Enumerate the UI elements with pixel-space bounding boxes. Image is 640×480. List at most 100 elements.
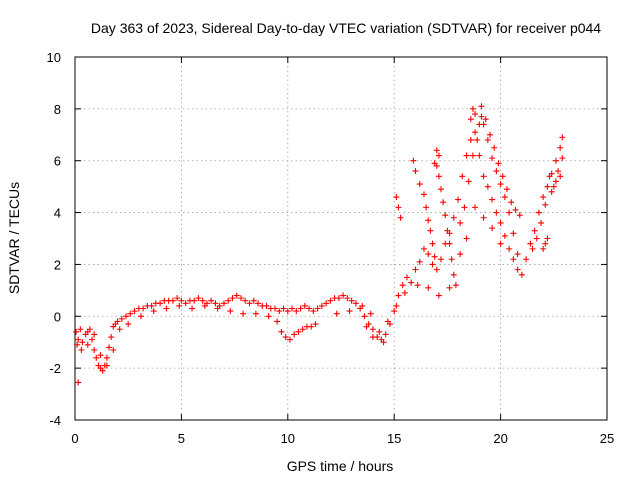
data-point <box>359 302 366 309</box>
data-point <box>384 318 391 325</box>
data-point <box>75 336 82 343</box>
data-point <box>442 212 449 219</box>
data-point <box>478 113 485 120</box>
data-point <box>79 339 86 346</box>
data-point <box>314 305 321 312</box>
data-point <box>229 295 236 302</box>
data-point <box>510 230 517 237</box>
data-point <box>503 186 510 193</box>
data-point <box>506 209 513 216</box>
x-tick-label: 0 <box>71 431 78 446</box>
grid <box>75 57 607 420</box>
data-point <box>201 302 208 309</box>
data-point <box>293 308 300 315</box>
data-point <box>412 168 419 175</box>
data-point <box>452 282 459 289</box>
data-point <box>323 300 330 307</box>
data-point <box>346 308 353 315</box>
data-point <box>118 315 125 322</box>
data-point <box>284 308 291 315</box>
data-point <box>493 168 500 175</box>
data-point <box>555 168 562 175</box>
data-point <box>425 284 432 291</box>
y-tick-label: 4 <box>54 206 61 221</box>
data-point <box>291 331 298 338</box>
data-point <box>550 183 557 190</box>
data-point <box>557 144 564 151</box>
data-point <box>131 308 138 315</box>
data-point <box>97 352 104 359</box>
data-point <box>110 346 117 353</box>
data-point <box>546 173 553 180</box>
data-point <box>199 297 206 304</box>
data-point <box>514 251 521 258</box>
x-tick-labels: 0 5 10 15 20 25 <box>71 431 614 446</box>
data-point <box>310 308 317 315</box>
data-point <box>552 157 559 164</box>
data-point <box>501 232 508 239</box>
y-tick-labels: -4 -2 0 2 4 6 8 10 <box>47 50 61 428</box>
data-point <box>301 302 308 309</box>
data-point <box>114 318 121 325</box>
data-point <box>542 240 549 247</box>
data-point <box>306 305 313 312</box>
data-point <box>493 209 500 216</box>
data-point <box>335 295 342 302</box>
data-point <box>376 328 383 335</box>
x-axis-label: GPS time / hours <box>287 458 394 474</box>
data-point <box>501 194 508 201</box>
x-tick-label: 20 <box>493 431 507 446</box>
data-point <box>416 258 423 265</box>
data-point <box>484 183 491 190</box>
data-point <box>157 300 164 307</box>
data-point <box>263 302 270 309</box>
data-point <box>397 214 404 221</box>
y-tick-label: -2 <box>49 361 61 376</box>
data-point <box>497 219 504 226</box>
data-point <box>476 152 483 159</box>
data-point <box>352 300 359 307</box>
x-tick-label: 5 <box>178 431 185 446</box>
data-point <box>542 201 549 208</box>
data-point <box>469 152 476 159</box>
data-point <box>103 354 110 361</box>
data-point <box>116 326 123 333</box>
data-point <box>506 245 513 252</box>
data-point <box>414 282 421 289</box>
data-point <box>252 310 259 317</box>
data-point <box>208 297 215 304</box>
data-point <box>123 313 130 320</box>
data-point <box>220 300 227 307</box>
x-tick-label: 25 <box>600 431 614 446</box>
plot-frame <box>74 56 608 421</box>
data-point <box>416 181 423 188</box>
data-point <box>212 300 219 307</box>
data-point <box>529 245 536 252</box>
data-point <box>282 334 289 341</box>
y-axis-label: SDTVAR / TECUs <box>6 182 22 294</box>
data-point <box>508 199 515 206</box>
data-point <box>327 297 334 304</box>
data-point <box>514 266 521 273</box>
data-point <box>446 240 453 247</box>
data-point <box>518 271 525 278</box>
data-point <box>318 302 325 309</box>
data-point <box>438 186 445 193</box>
data-point <box>78 346 85 353</box>
data-point <box>523 256 530 263</box>
data-point <box>557 173 564 180</box>
data-point <box>89 336 96 343</box>
data-point <box>559 134 566 141</box>
data-point <box>527 240 534 247</box>
data-point <box>472 204 479 211</box>
data-point <box>93 354 100 361</box>
data-point <box>150 308 157 315</box>
data-point <box>91 346 98 353</box>
data-point <box>467 136 474 143</box>
data-point <box>289 305 296 312</box>
data-point <box>448 256 455 263</box>
data-point <box>399 282 406 289</box>
data-point <box>299 326 306 333</box>
data-point <box>393 194 400 201</box>
data-point <box>540 245 547 252</box>
